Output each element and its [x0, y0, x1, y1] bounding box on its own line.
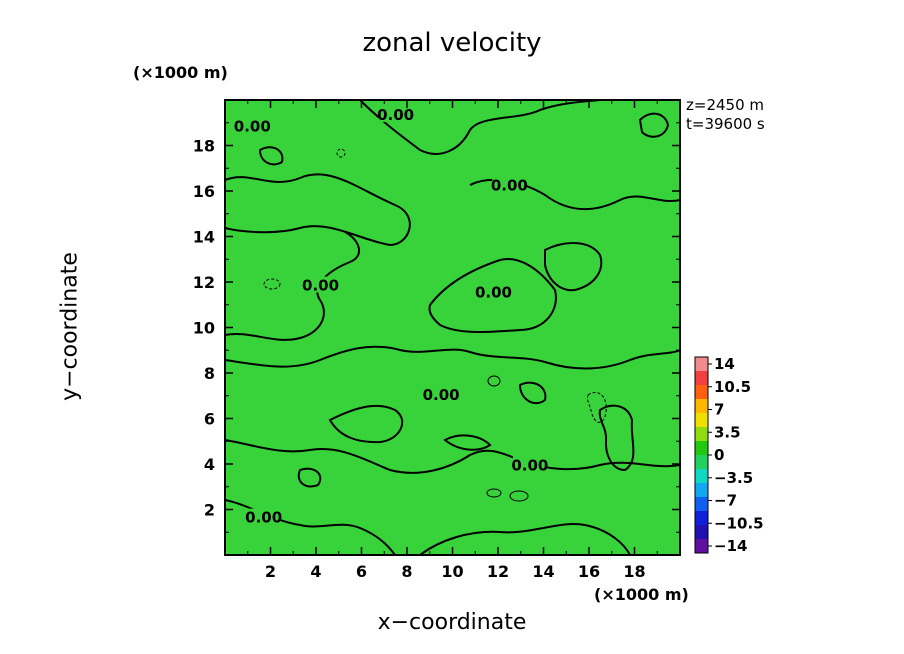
y-tick-label: 4: [204, 455, 215, 474]
colorbar-tick-label: −10.5: [714, 514, 764, 532]
annotation-time: t=39600 s: [686, 115, 765, 133]
x-tick-label: 12: [487, 562, 509, 581]
contour-line: [428, 258, 557, 333]
contour-line: [297, 467, 322, 488]
y-axis-unit: (×1000 m): [133, 63, 228, 82]
x-tick-label: 18: [623, 562, 645, 581]
contour-line: [225, 439, 680, 474]
contour-negative: [587, 391, 607, 423]
contour-label: 0.00: [423, 386, 460, 404]
colorbar-tick-label: 3.5: [714, 423, 741, 441]
contour-label-bg: [378, 105, 413, 122]
annotation-block: z=2450 m t=39600 s: [686, 96, 765, 134]
contour-positive: [487, 375, 501, 387]
y-tick-label: 12: [193, 273, 215, 292]
colorbar-tick-label: −3.5: [714, 469, 753, 487]
contour-line: [419, 523, 631, 555]
x-tick-label: 6: [356, 562, 367, 581]
contour-line: [225, 231, 360, 341]
x-tick-label: 16: [578, 562, 600, 581]
contour-line: [518, 381, 547, 405]
contour-positive: [509, 490, 529, 502]
contour-negative: [263, 278, 281, 290]
colorbar-swatch: [695, 455, 708, 470]
contour-label: 0.00: [475, 283, 512, 301]
colorbar-swatch: [695, 371, 708, 386]
y-tick-label: 16: [193, 182, 215, 201]
colorbar-swatch: [695, 427, 708, 442]
contour-line: [258, 146, 284, 166]
colorbar-swatch: [695, 511, 708, 526]
colorbar-tick-label: 0: [714, 446, 724, 464]
colorbar-swatch: [695, 525, 708, 540]
colorbar-tick-label: −7: [714, 492, 737, 510]
colorbar-tick-label: 7: [714, 401, 724, 419]
contour-line: [359, 100, 601, 155]
contour-line: [443, 434, 492, 451]
contour-label: 0.00: [245, 509, 282, 527]
contour-lines: [225, 100, 680, 555]
x-tick-label: 14: [532, 562, 554, 581]
contour-label-bg: [424, 385, 459, 402]
y-axis-ticks: 2 4 6 8 10 12 14 16 18: [193, 122, 680, 533]
contour-label-bg: [512, 456, 547, 473]
contour-label-bg: [476, 283, 511, 300]
negative-velocity-field: [225, 100, 680, 555]
y-tick-label: 2: [204, 501, 215, 520]
contour-label: 0.00: [234, 117, 271, 135]
x-tick-label: 8: [401, 562, 412, 581]
contour-label-bg: [235, 117, 270, 134]
colorbar-tick-label: 14: [714, 355, 735, 373]
contour-labels: 0.00 0.00 0.00 0.00 0.00 0.00 0.00 0.00: [234, 105, 548, 527]
contour-label-bg: [492, 176, 527, 193]
annotation-height: z=2450 m: [686, 96, 764, 114]
chart-title: zonal velocity: [362, 28, 542, 58]
contour-negative: [336, 148, 346, 158]
contour-label: 0.00: [377, 106, 414, 124]
y-tick-label: 10: [193, 319, 215, 338]
contour-label-bg: [246, 508, 281, 525]
contour-line: [225, 345, 680, 370]
x-tick-label: 2: [265, 562, 276, 581]
colorbar: 14 10.5 7 3.5 0 −3.5 −7 −10.5 −14: [694, 355, 764, 555]
colorbar-swatch: [695, 441, 708, 456]
x-axis-label: x−coordinate: [377, 610, 527, 635]
contour-label: 0.00: [511, 456, 548, 474]
colorbar-swatch: [695, 483, 708, 498]
contour-line: [328, 404, 404, 444]
negative-contours: [263, 148, 607, 423]
y-tick-label: 8: [204, 364, 215, 383]
positive-contours: [486, 375, 529, 502]
colorbar-swatch: [695, 539, 708, 554]
x-tick-label: 4: [310, 562, 321, 581]
contour-label: 0.00: [491, 176, 528, 194]
contour-line: [638, 112, 670, 138]
contour-label: 0.00: [302, 277, 339, 295]
colorbar-swatch: [695, 385, 708, 400]
colorbar-swatch: [695, 497, 708, 512]
colorbar-swatch: [695, 413, 708, 428]
colorbar-swatch: [695, 399, 708, 414]
colorbar-swatch: [695, 357, 708, 372]
heatmap-field: 0.00 0.00 0.00 0.00 0.00 0.00 0.00 0.00: [225, 100, 680, 555]
contour-label-bg: [303, 276, 338, 293]
x-axis-unit: (×1000 m): [594, 585, 689, 604]
y-tick-label: 6: [204, 410, 215, 429]
contour-line: [225, 173, 411, 247]
contour-positive: [486, 488, 502, 498]
contour-line: [598, 404, 635, 472]
x-tick-label: 10: [441, 562, 463, 581]
colorbar-swatch: [695, 469, 708, 484]
contour-line: [544, 242, 603, 292]
y-tick-label: 14: [193, 228, 215, 247]
colorbar-tick-label: 10.5: [714, 378, 751, 396]
y-tick-label: 18: [193, 137, 215, 156]
colorbar-tick-label: −14: [714, 537, 747, 555]
x-axis-ticks: 2 4 6 8 10 12 14 16 18: [247, 100, 658, 581]
